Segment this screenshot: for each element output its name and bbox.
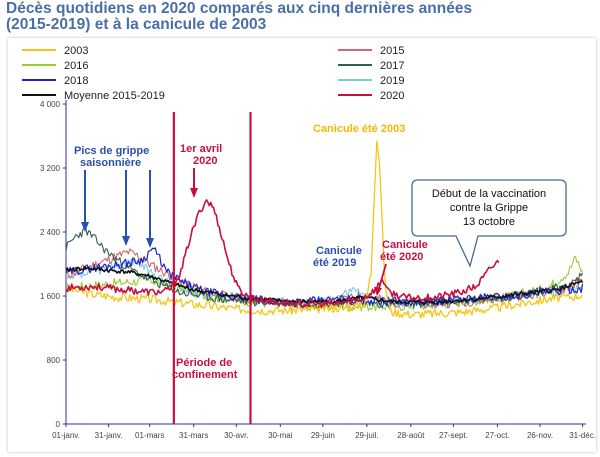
x-tick-label: 01-mars bbox=[135, 431, 164, 440]
legend-label-2015: 2015 bbox=[380, 45, 404, 57]
annotation-confinement-line2: confinement bbox=[172, 369, 238, 381]
annotation-canicule-2020-line2: été 2020 bbox=[380, 251, 423, 263]
annotation-grippe: Pics de grippe saisonnière bbox=[74, 145, 154, 248]
x-tick-label: 01-janv. bbox=[52, 431, 80, 440]
series-line-2003 bbox=[65, 140, 584, 319]
annotation-avril-line1: 1er avril bbox=[180, 143, 222, 155]
annotation-grippe-line1: Pics de grippe bbox=[74, 145, 149, 157]
annotation-confinement: Période de confinement bbox=[172, 357, 238, 381]
legend-label-2019: 2019 bbox=[380, 75, 404, 87]
legend: 2003 2015 2016 2017 2018 2019 Moyenne 2015-201… bbox=[22, 45, 404, 102]
annotation-canicule-2019-line2: été 2019 bbox=[313, 257, 356, 269]
series-line-2017 bbox=[65, 227, 584, 309]
daily-deaths-chart: 2003 2015 2016 2017 2018 2019 Moyenne 2015-201… bbox=[22, 45, 596, 440]
x-tick-label: 27-oct. bbox=[485, 431, 509, 440]
annotation-avril-line2: 2020 bbox=[193, 155, 217, 167]
x-tick-label: 30-avr. bbox=[224, 431, 248, 440]
series-line-2020 bbox=[65, 199, 500, 309]
series-lines bbox=[65, 140, 584, 319]
vaccination-line2: contre la Grippe bbox=[450, 202, 528, 214]
annotation-vaccination-callout: Début de la vaccination contre la Grippe… bbox=[411, 179, 567, 268]
legend-label-2017: 2017 bbox=[380, 60, 404, 72]
x-tick-label: 31-janv. bbox=[95, 431, 123, 440]
annotation-avril: 1er avril 2020 bbox=[180, 143, 222, 198]
legend-label-2020: 2020 bbox=[380, 90, 404, 102]
annotation-canicule-2020-line1: Canicule bbox=[382, 239, 428, 251]
annotation-grippe-line2: saisonnière bbox=[80, 157, 141, 169]
annotation-canicule-2019: Canicule été 2019 bbox=[313, 245, 362, 269]
x-tick-label: 29-juin bbox=[311, 431, 335, 440]
avril-arrowhead bbox=[190, 188, 198, 198]
x-tick-label: 30-mai bbox=[268, 431, 293, 440]
annotation-confinement-line1: Période de bbox=[176, 357, 232, 369]
x-tick-label: 26-nov. bbox=[527, 431, 553, 440]
canicule-2020-arrow bbox=[377, 263, 387, 293]
page-title-line2: (2015-2019) et à la canicule de 2003 bbox=[6, 16, 267, 33]
axes: 0 800 1 600 2 400 3 200 4 000 01-janv. 31-janv.… bbox=[40, 100, 596, 440]
grippe-arrowhead-3 bbox=[146, 238, 154, 248]
y-tick-label: 2 400 bbox=[40, 228, 61, 237]
annotation-canicule-2020: Canicule été 2020 bbox=[374, 239, 428, 296]
y-tick-label: 800 bbox=[47, 356, 61, 365]
x-tick-label: 31-déc. bbox=[569, 431, 596, 440]
vaccination-line1: Début de la vaccination bbox=[432, 188, 546, 200]
legend-label-moyenne-2015-2019: Moyenne 2015-2019 bbox=[64, 90, 165, 102]
page-title-line1: Décès quotidiens en 2020 comparés aux ci… bbox=[6, 0, 473, 17]
y-tick-label: 3 200 bbox=[40, 164, 61, 173]
y-tick-label: 1 600 bbox=[40, 292, 61, 301]
canicule-2020-arrowhead bbox=[374, 287, 382, 296]
grippe-arrowhead-1 bbox=[81, 222, 89, 232]
y-tick-label: 0 bbox=[56, 420, 61, 429]
annotation-canicule-2003: Canicule été 2003 bbox=[313, 123, 405, 135]
page-title: Décès quotidiens en 2020 comparés aux ci… bbox=[6, 1, 596, 33]
confinement-markers bbox=[172, 112, 252, 424]
x-tick-label: 27-sept. bbox=[439, 431, 468, 440]
grippe-arrowhead-2 bbox=[122, 236, 130, 246]
legend-label-2016: 2016 bbox=[64, 60, 88, 72]
chart-frame: 2003 2015 2016 2017 2018 2019 Moyenne 2015-201… bbox=[8, 38, 596, 452]
vaccination-callout-box bbox=[411, 179, 567, 268]
y-tick-label: 4 000 bbox=[40, 100, 61, 109]
x-tick-label: 28-août bbox=[397, 431, 425, 440]
annotation-canicule-2019-line1: Canicule bbox=[316, 245, 362, 257]
legend-label-2018: 2018 bbox=[64, 75, 88, 87]
vaccination-line3: 13 octobre bbox=[463, 216, 515, 228]
legend-label-2003: 2003 bbox=[64, 45, 88, 57]
x-tick-label: 29-juil. bbox=[355, 431, 379, 440]
x-tick-label: 31-mars bbox=[179, 431, 208, 440]
